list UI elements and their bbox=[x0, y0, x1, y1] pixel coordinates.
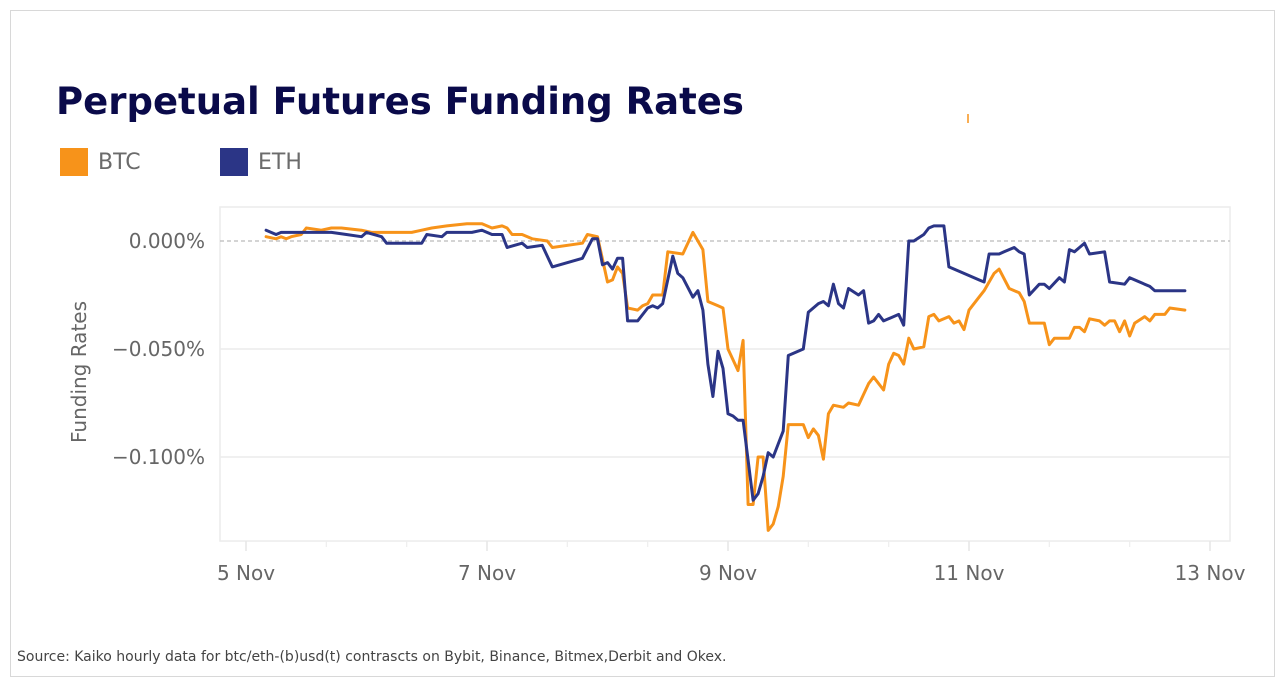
x-tick-label: 9 Nov bbox=[699, 561, 757, 585]
x-tick-label: 5 Nov bbox=[217, 561, 275, 585]
legend-swatch-btc bbox=[60, 148, 88, 176]
y-axis-label: Funding Rates bbox=[67, 301, 91, 443]
y-tick-label: 0.000% bbox=[129, 229, 205, 253]
legend-label-btc: BTC bbox=[98, 149, 141, 175]
y-tick-label: −0.100% bbox=[112, 445, 205, 469]
source-note: Source: Kaiko hourly data for btc/eth-(b… bbox=[17, 649, 727, 665]
chart-frame bbox=[10, 10, 1275, 677]
series-line-eth bbox=[264, 224, 1187, 502]
legend-item-btc: BTC bbox=[60, 148, 141, 176]
x-tick-label: 7 Nov bbox=[458, 561, 516, 585]
series-line-btc bbox=[264, 222, 1187, 532]
legend-label-eth: ETH bbox=[258, 149, 302, 175]
legend-item-eth: ETH bbox=[220, 148, 302, 176]
y-tick-label: −0.050% bbox=[112, 337, 205, 361]
chart-title: Perpetual Futures Funding Rates bbox=[56, 80, 744, 123]
x-tick-label: 11 Nov bbox=[934, 561, 1005, 585]
x-tick-label: 13 Nov bbox=[1175, 561, 1246, 585]
plot-area bbox=[219, 206, 1231, 542]
legend-swatch-eth bbox=[220, 148, 248, 176]
